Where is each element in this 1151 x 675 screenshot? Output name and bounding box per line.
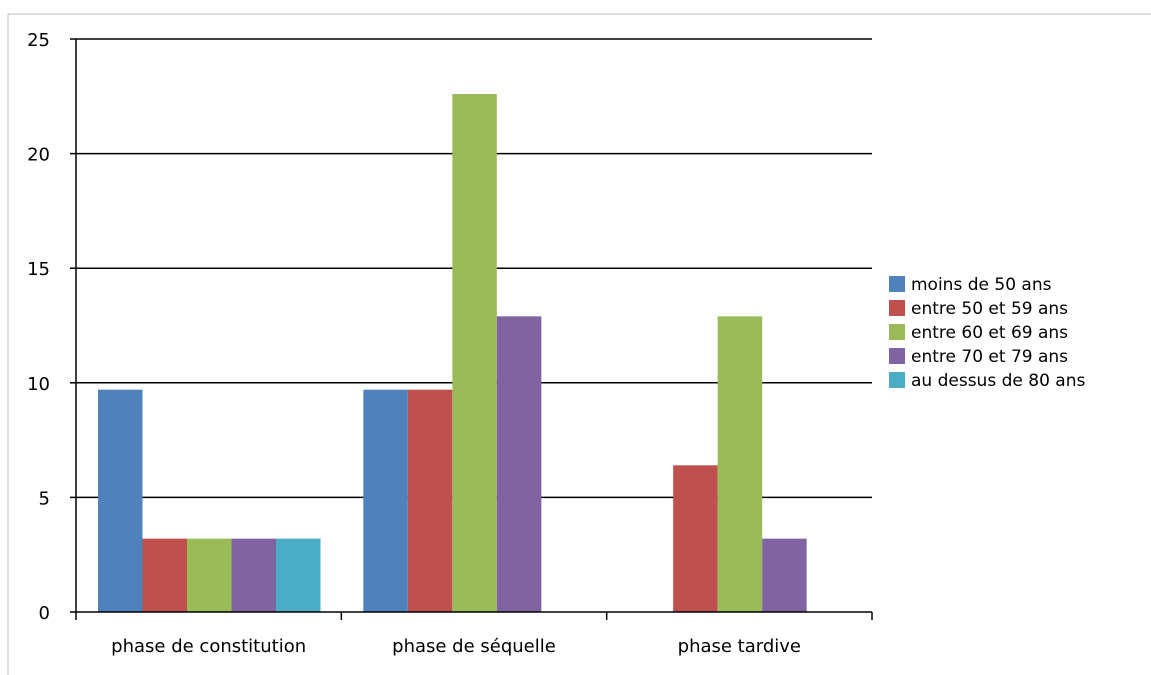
legend-item-label: entre 70 et 79 ans	[911, 347, 1068, 367]
axis-labels: 0 5 10 15 20 25 phase de constitution phase de …	[27, 30, 801, 657]
bar-moins-de-50-ans-1	[363, 389, 408, 612]
bar-entre-50-et-59-ans-2	[673, 465, 718, 612]
legend-swatch	[889, 348, 905, 364]
legend: moins de 50 ans entre 50 et 59 ans entre 6…	[889, 275, 1085, 391]
bar-entre-60-et-69-ans-2	[717, 316, 763, 612]
x-category-label: phase de constitution	[111, 636, 306, 657]
bar-moins-de-50-ans-0	[98, 389, 143, 612]
legend-item-label: entre 60 et 69 ans	[911, 323, 1068, 343]
y-tick-label: 25	[27, 30, 50, 51]
legend-swatch	[889, 372, 905, 388]
x-category-label: phase tardive	[678, 636, 801, 657]
legend-swatch	[889, 300, 905, 316]
y-tick-label: 5	[39, 488, 50, 509]
legend-item-label: moins de 50 ans	[911, 275, 1052, 295]
bar-entre-70-et-79-ans-0	[231, 538, 276, 612]
bar-entre-70-et-79-ans-1	[496, 316, 542, 612]
y-tick-label: 0	[39, 603, 50, 624]
x-category-label: phase de séquelle	[392, 636, 556, 657]
legend-item-label: au dessus de 80 ans	[911, 371, 1085, 391]
bar-entre-50-et-59-ans-0	[142, 538, 187, 612]
y-tick-label: 15	[27, 259, 50, 280]
y-tick-label: 10	[27, 374, 50, 395]
bar-entre-70-et-79-ans-2	[762, 538, 807, 612]
bar-entre-60-et-69-ans-1	[452, 94, 497, 613]
y-tick-label: 20	[27, 145, 50, 166]
legend-item-label: entre 50 et 59 ans	[911, 299, 1068, 319]
bars	[98, 94, 807, 613]
bar-au-dessus-de-80-ans-0	[276, 538, 321, 612]
bar-entre-60-et-69-ans-0	[187, 538, 232, 612]
bar-entre-50-et-59-ans-1	[407, 389, 453, 612]
axes	[70, 38, 873, 620]
legend-swatch	[889, 276, 905, 292]
legend-swatch	[889, 324, 905, 340]
